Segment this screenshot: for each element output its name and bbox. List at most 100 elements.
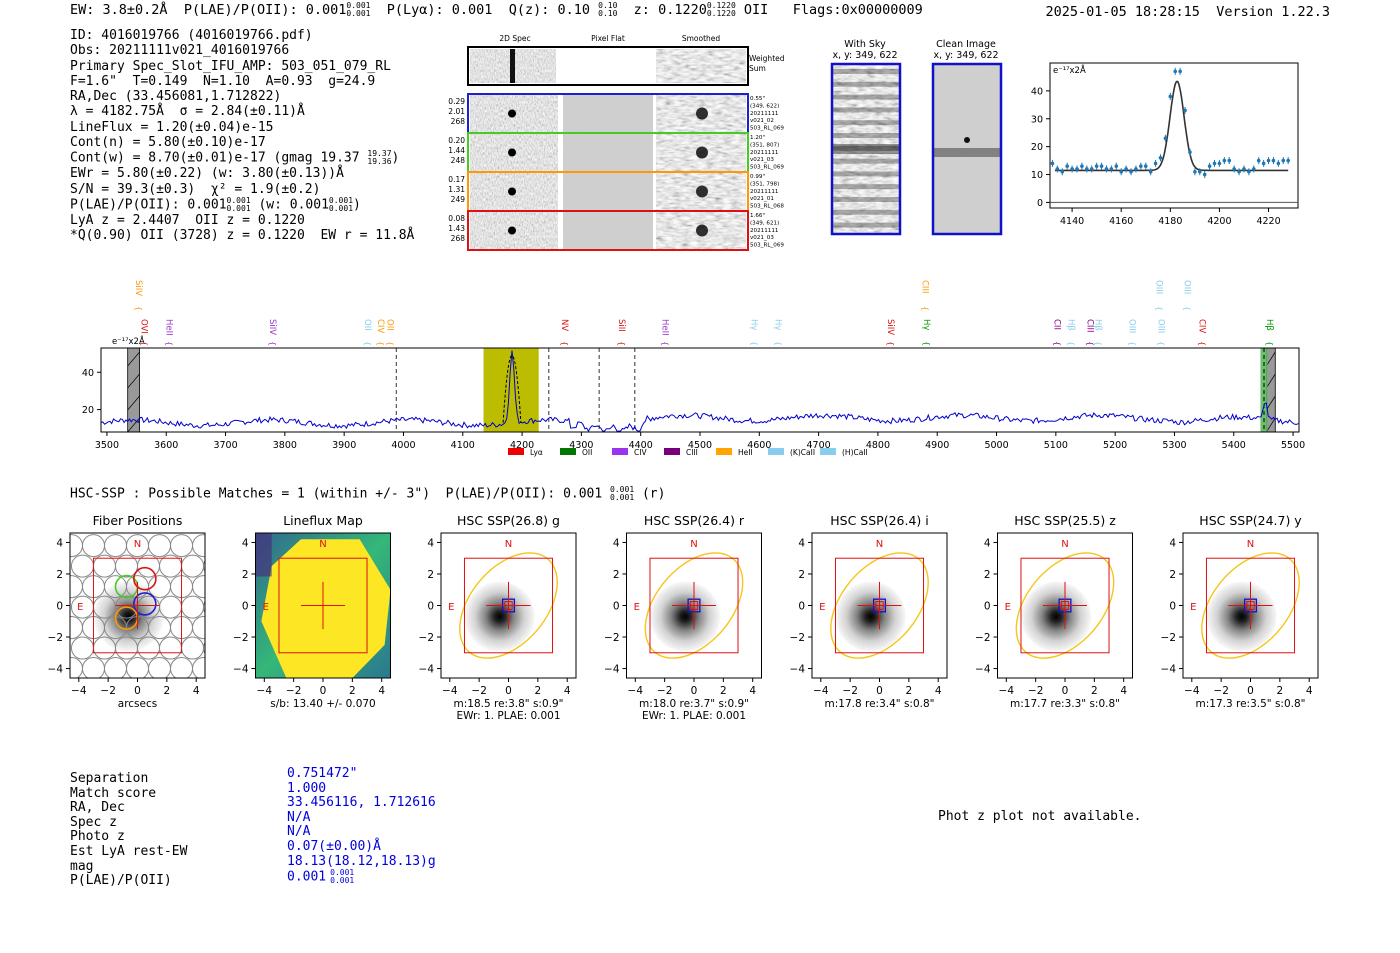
header-z-val: 0.1220 [658, 2, 707, 18]
spec-xtick-label: 4500 [688, 440, 712, 451]
fit-point [1183, 108, 1187, 113]
hsc-ytick-label: −2 [975, 632, 990, 644]
row-right-label: 1.20" [750, 135, 765, 141]
fit-point [1232, 167, 1236, 171]
row-right-label: 503_RL_069 [750, 165, 784, 171]
row-line-feature [508, 109, 516, 118]
spec-xtick-label: 4100 [451, 440, 475, 451]
row-right-label: v021_03 [750, 157, 774, 163]
hsc-xtick-label: −4 [813, 685, 829, 697]
row-left-label: 268 [451, 234, 466, 243]
match-value-text: 0.07(±0.00)Å [287, 838, 381, 854]
hsc-xtick-label: 4 [1120, 685, 1127, 697]
with-sky-xy: x, y: 349, 622 [832, 50, 897, 61]
fit-point [1163, 136, 1168, 141]
fit-point [1266, 158, 1271, 163]
aperture-square [92, 557, 183, 654]
aperture-square [1020, 557, 1110, 654]
line-marker: OVI { [138, 319, 148, 346]
line-marker-brace: { [1155, 306, 1164, 311]
line-marker-label: SiIV [133, 280, 143, 296]
fit-point [1222, 158, 1227, 163]
match-label: Spec z [70, 814, 117, 830]
galaxy-image [650, 581, 721, 652]
hsc-panel-image [626, 533, 762, 678]
match-label: Separation [70, 771, 149, 786]
aperture-square [278, 557, 368, 654]
hsc-title-end: (r) [641, 486, 666, 502]
east-label: E [263, 602, 269, 613]
hsc-xtick-label: 4 [749, 685, 756, 697]
spec-xtick-label: 3500 [95, 440, 119, 451]
info-fiber: F=1.6" T=0.149 N=1.10 A=0.93 g=24.9 [70, 73, 376, 89]
hsc-title-lo: 0.001 [610, 493, 635, 502]
line-marker-label: CII [1052, 319, 1062, 330]
legend-entry: OII [560, 448, 592, 457]
line-marker-brace: { [1127, 341, 1136, 346]
header-z-line: OII [743, 2, 769, 18]
sky-band [833, 120, 899, 126]
info-contw-lo: 19.36 [367, 157, 392, 167]
line-marker-label: CIII [1084, 319, 1094, 332]
legend-entry: (H)CaII [820, 448, 868, 457]
row-left-label: 0.08 [448, 214, 465, 223]
match-value-text: N/A [287, 809, 311, 825]
hsc-xtick-label: −2 [1028, 685, 1043, 697]
fit-point [1070, 167, 1074, 171]
line-marker-brace: { [922, 341, 931, 346]
line-marker: OII { [362, 319, 372, 346]
fit-point [1252, 167, 1256, 171]
spec-xtick-label: 4200 [510, 440, 534, 451]
clean-frame [931, 62, 1003, 236]
hsc-ytick-label: −4 [790, 664, 806, 676]
header-timestamp: 2025-01-05 18:28:15 Version 1.22.3 [1046, 4, 1331, 20]
row-right-label: 503_RL_068 [750, 204, 784, 210]
fiber-circle-highlight [133, 592, 157, 616]
hsc-ytick-label: −4 [1161, 664, 1177, 676]
spec-xtick-label: 4600 [747, 440, 771, 451]
row-right-label: 1.66" [750, 213, 765, 219]
line-marker: Hβ { [1093, 319, 1103, 346]
masked-hatch [1266, 417, 1276, 433]
line-marker-brace: { [920, 306, 929, 311]
clean-xy: x, y: 349, 622 [933, 50, 998, 61]
line-marker-brace: { [363, 341, 372, 346]
lineflux-corner [255, 533, 272, 577]
fit-point [1124, 167, 1128, 171]
hsc-ytick-label: 4 [427, 537, 434, 549]
fit-point [1173, 69, 1178, 74]
line-marker-label: OII [384, 319, 394, 331]
info-lya: LyA z = 2.4407 OII z = 0.1220 [70, 212, 305, 228]
fit-point [1114, 164, 1119, 168]
north-label: N [505, 539, 512, 550]
fit-point [1153, 161, 1158, 166]
fiber-circle [192, 616, 205, 640]
spec-xtick-label: 4300 [569, 440, 593, 451]
clean-source [964, 137, 970, 143]
row-right-label: 503_RL_069 [750, 126, 784, 132]
hsc-ellipse [830, 552, 929, 659]
sky-source-row [833, 144, 899, 154]
row-right-label: v021_02 [750, 118, 774, 124]
hsc-ytick-label: 4 [1169, 537, 1176, 549]
header-datetime: 2025-01-05 18:28:15 [1045, 4, 1200, 20]
line-marker-brace: { [1265, 341, 1274, 346]
line-marker: HeII { [163, 319, 173, 346]
row-left-label: 0.20 [448, 136, 465, 145]
line-marker-brace: { [661, 341, 670, 346]
line-marker: CIII { [1084, 319, 1094, 346]
galaxy-image [1206, 581, 1277, 652]
hsc-panel-image [1183, 533, 1318, 678]
hsc-xtick-label: −2 [471, 685, 486, 697]
hsc-ellipse [459, 552, 558, 659]
row-right-label: (351, 798) [750, 181, 779, 187]
header-q-label: Q(z): [508, 2, 550, 18]
hsc-ytick-label: 2 [984, 569, 991, 581]
fit-point [1168, 94, 1173, 99]
east-label: E [1005, 602, 1011, 613]
spec2d-panel: 2D Spec Pixel Flat Smoothed 0.292.012680… [448, 34, 785, 251]
north-label: N [690, 539, 697, 550]
